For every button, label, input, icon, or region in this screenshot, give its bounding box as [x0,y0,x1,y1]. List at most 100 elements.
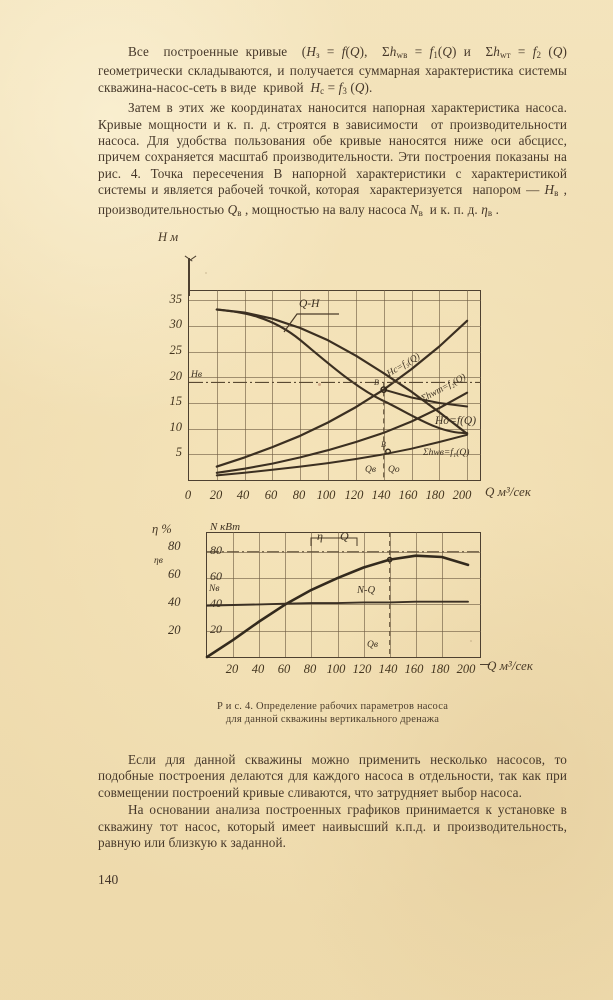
lower-ytick-inner: 80 [210,543,222,557]
figure-caption: Р и с. 4. Определение рабочих параметров… [98,700,567,726]
annotation-q: Q [340,529,349,543]
curve-shwv [215,433,469,477]
lower-xtick: 80 [303,662,317,676]
upper-gridline-v [467,290,469,480]
upper-ytick: 10 [169,420,183,434]
curve-hd [215,391,469,474]
upper-xtick: 100 [316,488,336,502]
upper-gridline-v [439,290,441,480]
lower-gridline-v [415,532,417,657]
lower-ytick-outer: 80 [168,539,181,553]
annotation-point-b2: B [381,440,386,449]
leader-qh [283,313,339,333]
paragraph-3: Если для данной скважины можно применить… [98,752,567,800]
lower-ytick-inner: 20 [210,622,222,636]
lower-ytick-outer: 40 [168,595,181,609]
upper-plot-area: Q-H Нс=f₃(Q) Σhwт=f₂(Q) Нд=f(Q) Σhwв=f₁(… [188,290,481,481]
lower-xtick: 160 [404,662,424,676]
lower-gridline-v [337,532,339,657]
lower-ytick-inner: 60 [210,569,222,583]
upper-gridline-v [244,290,246,480]
lower-x-axis-arrow [480,664,490,666]
lower-ytick-outer: 20 [168,623,181,637]
upper-x-axis-title: Q м³/сек [485,484,531,499]
lower-gridline-h [207,604,481,606]
annotation-hv: Hв [191,370,202,380]
top-text-block: Все построенные кривые (Hз = f(Q), Σhwв … [98,44,567,221]
label-qh: Q-H [299,298,320,310]
upper-xtick: 20 [209,488,223,502]
upper-gridline-v [300,290,302,480]
upper-gridline-v [411,290,413,480]
lower-gridline-v [311,532,313,657]
label-n-q: N-Q [357,585,376,596]
caption-line-1: Р и с. 4. Определение рабочих параметров… [216,701,449,712]
paragraph-2: Затем в этих же координатах наносится на… [98,100,567,218]
lower-gridline-v [285,532,287,657]
upper-gridline-v [216,290,218,480]
annotation-point-b: B [374,378,379,387]
upper-plot-right-border [479,290,481,480]
lower-gridline-h [207,630,481,632]
lower-x-axis-title: Q м³/сек [487,658,533,673]
curve-n-q [206,600,469,607]
upper-curves [189,308,481,480]
upper-y-axis-arrow-right [188,255,197,262]
upper-gridline-h [189,403,481,404]
page-number: 140 [98,872,119,887]
upper-gridline-h [189,454,481,456]
annotation-qv: Qв [365,465,376,475]
lower-plot-right-border [479,532,481,657]
lower-xtick: 40 [251,662,265,676]
lower-xtick: 20 [225,662,239,676]
annotation-qv-lower: Qв [367,640,378,650]
annotation-n-v: Nв [209,584,220,594]
paragraph-4: На основании анализа построенных графико… [98,802,567,851]
working-point-b-lower [386,556,393,563]
curve-hc [215,319,469,468]
lower-gridline-v [363,532,365,657]
leader-eta-q [310,537,358,546]
upper-ytick: 30 [169,317,183,331]
lower-xtick: 200 [456,662,476,676]
lower-curves [205,532,481,659]
label-hd: Нд=f(Q) [435,415,477,427]
bottom-text-block: Если для данной скважины можно применить… [98,752,567,851]
curve-qh-line [215,308,469,435]
upper-gridline-v [328,290,329,480]
lower-xtick: 100 [326,662,346,676]
figure-4: H м [150,230,570,742]
annotation-eta: η [317,529,323,543]
upper-gridline-h [189,300,481,302]
lower-ytick-inner: 40 [210,596,222,610]
working-point-b [380,386,388,393]
upper-y-axis-stem [188,258,190,296]
lower-gridline-v [233,532,235,657]
lower-gridline-h [207,578,481,580]
lower-plot-area: η Q N-Q Qв [205,529,481,659]
upper-gridline-v [272,290,274,480]
upper-xtick: 160 [398,488,418,502]
lower-ytick-outer: 60 [168,567,181,581]
upper-ytick: 25 [169,343,183,357]
point-b-lower [384,448,391,455]
lower-xtick: 180 [430,662,450,676]
curve-shwt [382,388,469,408]
upper-ytick: 20 [169,369,183,383]
annotation-qo: Qо [388,465,400,475]
lower-gridline-v [441,532,443,657]
upper-xtick: 140 [371,488,391,502]
lower-chart: η % 80 60 40 20 ηв [150,521,570,692]
upper-xtick: 60 [264,488,278,502]
lower-xtick: 140 [378,662,398,676]
upper-ytick: 35 [169,292,183,306]
upper-xtick: 200 [452,488,472,502]
annotation-eta-v: ηв [154,556,163,566]
lower-y-axis-title-inner: N кВт [210,521,241,533]
curve-qh [215,308,469,435]
upper-xtick: 80 [292,488,306,502]
upper-chart: H м [150,230,570,522]
upper-gridline-h [189,428,481,430]
lower-xtick: 120 [352,662,372,676]
